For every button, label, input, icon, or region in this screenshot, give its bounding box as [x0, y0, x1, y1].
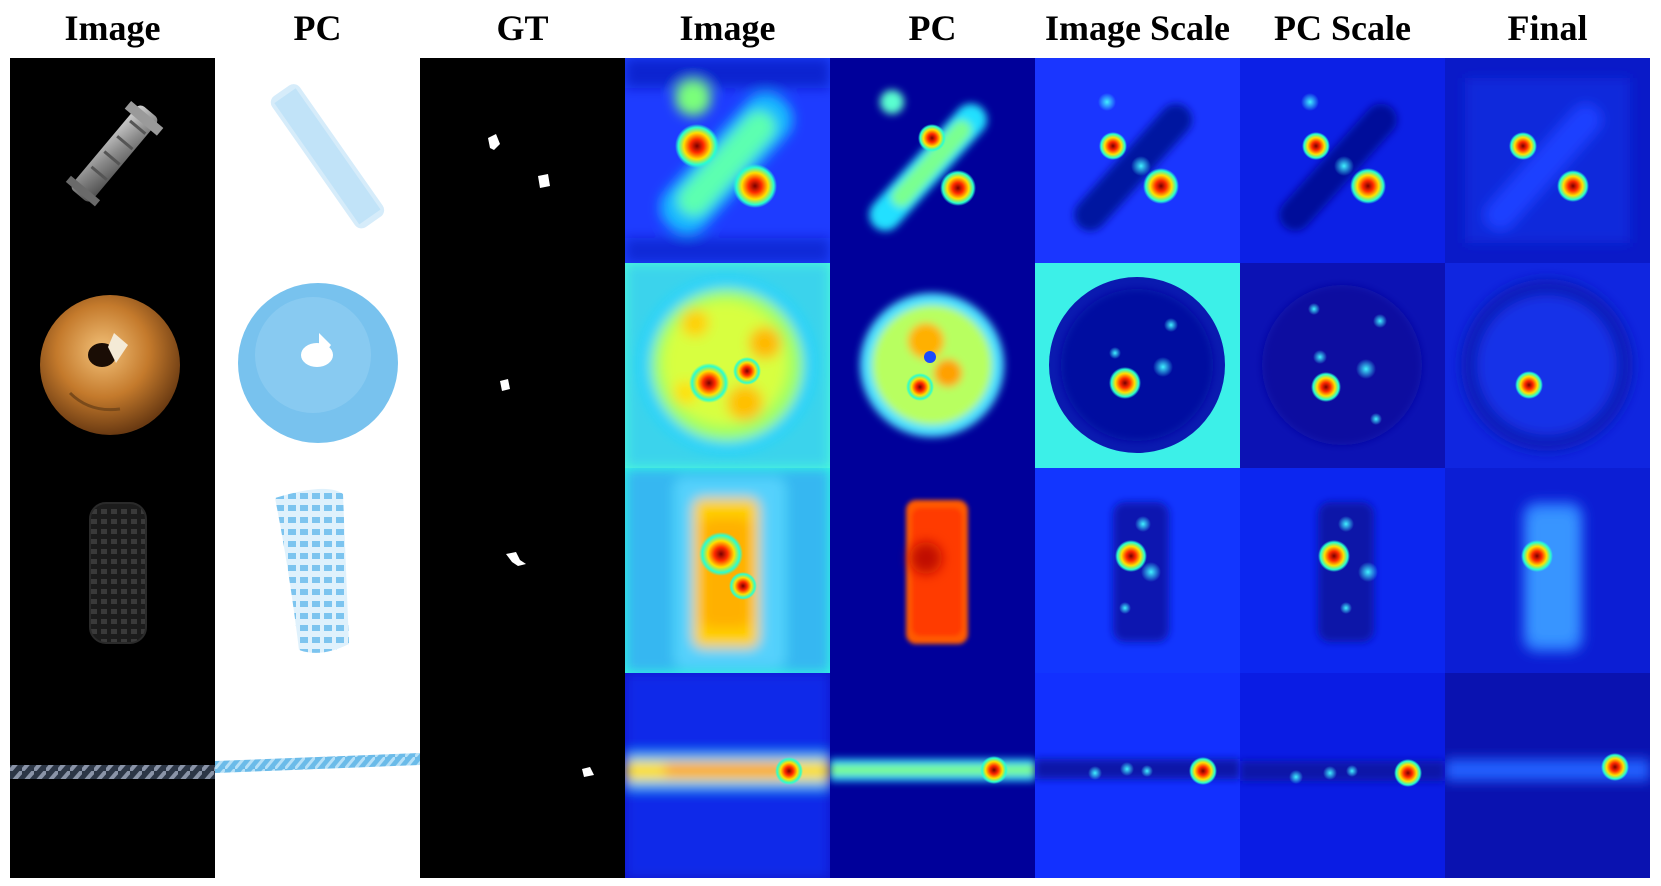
tile-rope-pc-scale-map [1240, 673, 1445, 878]
tile-rope-image-map [625, 673, 830, 878]
tile-bagel-pc-scale-map [1240, 263, 1445, 468]
tile-rope-gt [420, 673, 625, 878]
tile-bagel-pc-map [830, 263, 1035, 468]
tile-bagel-image-scale-map [1035, 263, 1240, 468]
tile-dowel-image [10, 58, 215, 263]
tile-rope-pc-map [830, 673, 1035, 878]
tile-tire-image-map [625, 468, 830, 673]
column-header-pc-scale: PC Scale [1274, 8, 1411, 48]
tile-tire-pc-scale-map [1240, 468, 1445, 673]
tile-bagel-pc [215, 263, 420, 468]
tile-dowel-pc [215, 58, 420, 263]
column-header-pc: PC [293, 8, 342, 48]
column-header-image-scale: Image Scale [1045, 8, 1230, 48]
tile-rope-image [10, 673, 215, 878]
tile-dowel-image-map [625, 58, 830, 263]
tile-tire-pc-map [830, 468, 1035, 673]
tile-bagel-image-map [625, 263, 830, 468]
tile-rope-image-scale-map [1035, 673, 1240, 878]
tile-rope-pc [215, 673, 420, 878]
tile-dowel-pc-scale-map [1240, 58, 1445, 263]
column-header-gt: GT [496, 8, 549, 48]
tile-tire-image [10, 468, 215, 673]
tile-bagel-final-map [1445, 263, 1650, 468]
column-header-image-map: Image [679, 8, 776, 48]
column-header-final: Final [1507, 8, 1588, 48]
tile-dowel-image-scale-map [1035, 58, 1240, 263]
column-header-image: Image [64, 8, 161, 48]
tile-tire-final-map [1445, 468, 1650, 673]
tile-bagel-gt [420, 263, 625, 468]
column-header-pc-map: PC [908, 8, 957, 48]
tile-dowel-final-map [1445, 58, 1650, 263]
tile-tire-image-scale-map [1035, 468, 1240, 673]
tile-dowel-pc-map [830, 58, 1035, 263]
tile-dowel-gt [420, 58, 625, 263]
tile-tire-gt [420, 468, 625, 673]
tile-bagel-image [10, 263, 215, 468]
tile-tire-pc [215, 468, 420, 673]
tile-rope-final-map [1445, 673, 1650, 878]
